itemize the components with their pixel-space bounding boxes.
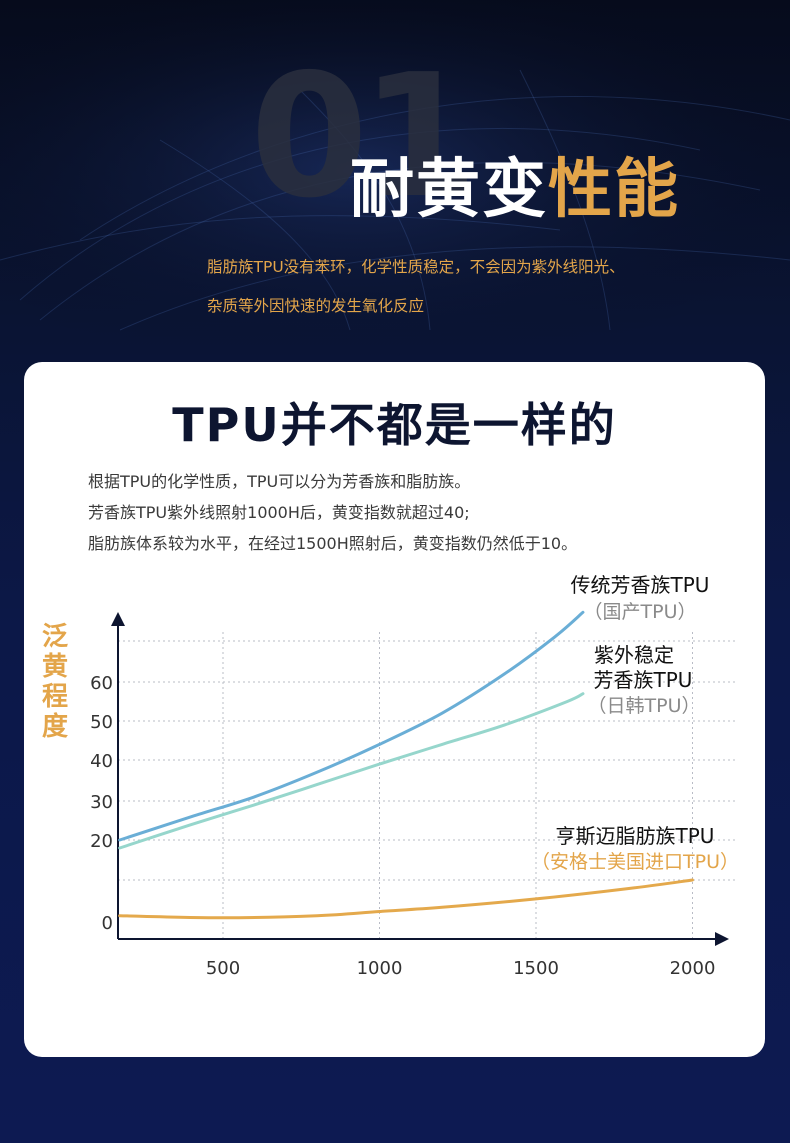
card-description: 根据TPU的化学性质，TPU可以分为芳香族和脂肪族。 芳香族TPU紫外线照射10… [88, 466, 577, 559]
series-aliphatic-line [118, 878, 694, 920]
y-tick-label: 50 [90, 712, 113, 733]
series-label-uv-stable-aromatic: 紫外稳定 [594, 643, 674, 667]
y-axis-title-char: 度 [42, 711, 68, 742]
series-sublabel-uv-stable-aromatic: （日韩TPU） [588, 695, 701, 717]
card-description-line: 芳香族TPU紫外线照射1000H后，黄变指数就超过40; [88, 503, 470, 522]
y-axis-title-char: 黄 [42, 652, 68, 682]
x-tick-label: 2000 [670, 958, 716, 979]
series-sublabel-aliphatic: （安格士美国进口TPU） [531, 851, 739, 873]
y-tick-label: 40 [90, 751, 113, 772]
series-sublabel-traditional-aromatic: （国产TPU） [584, 601, 697, 623]
series-uv-stable-aromatic-line [118, 692, 585, 850]
y-tick-label: 20 [90, 831, 113, 852]
x-tick-label: 500 [206, 958, 240, 979]
section-description-line: 杂质等外因快速的发生氧化反应 [207, 297, 425, 315]
section-title-white: 耐黄变 [350, 153, 548, 227]
x-axis-arrow [715, 932, 729, 946]
section-title: 耐黄变性能 [350, 150, 680, 230]
x-tick-label: 1500 [513, 958, 559, 979]
hero-background-lines [0, 0, 790, 340]
card-title: TPU并不都是一样的 [172, 398, 617, 452]
series-label-uv-stable-aromatic: 芳香族TPU [594, 668, 693, 692]
y-tick-label: 0 [102, 913, 113, 934]
series-label-traditional-aromatic: 传统芳香族TPU [571, 573, 710, 597]
card-description-line: 脂肪族体系较为水平，在经过1500H照射后，黄变指数仍然低于10。 [88, 534, 578, 553]
y-tick-label: 30 [90, 792, 113, 813]
y-axis-title-char: 泛 [42, 622, 68, 652]
series-traditional-aromatic-line [118, 610, 585, 842]
section-title-gold: 性能 [548, 153, 680, 227]
hero-section: 01 耐黄变性能 脂肪族TPU没有苯环，化学性质稳定，不会因为紫外线阳光、 杂质… [0, 0, 790, 340]
comparison-card: TPU并不都是一样的 根据TPU的化学性质，TPU可以分为芳香族和脂肪族。 芳香… [24, 362, 765, 1057]
section-description-line: 脂肪族TPU没有苯环，化学性质稳定，不会因为紫外线阳光、 [207, 258, 625, 276]
x-tick-label: 1000 [357, 958, 403, 979]
series-label-aliphatic: 亨斯迈脂肪族TPU [556, 824, 715, 848]
y-axis-title-char: 程 [42, 682, 68, 712]
y-tick-label: 60 [90, 673, 113, 694]
section-description: 脂肪族TPU没有苯环，化学性质稳定，不会因为紫外线阳光、 杂质等外因快速的发生氧… [207, 248, 767, 326]
y-axis-arrow [111, 612, 125, 626]
card-description-line: 根据TPU的化学性质，TPU可以分为芳香族和脂肪族。 [88, 472, 471, 491]
section-number: 01 [250, 38, 479, 236]
